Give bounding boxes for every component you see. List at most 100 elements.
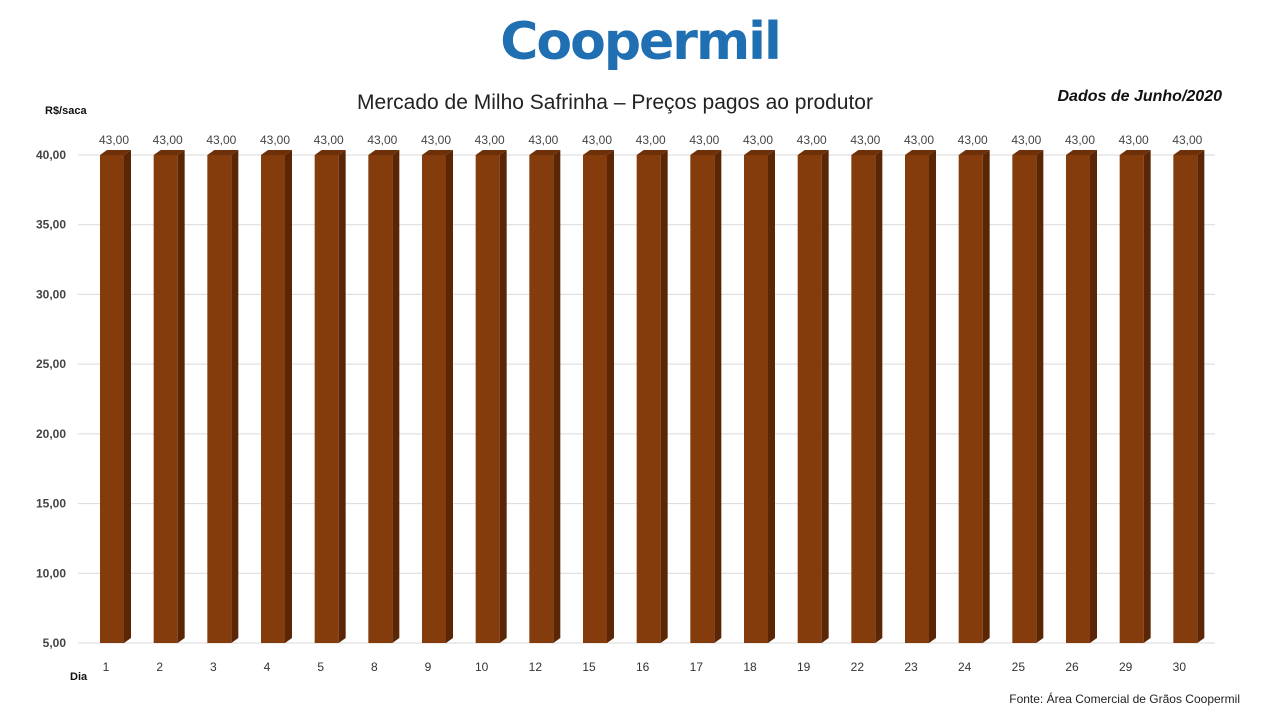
bar-top-face — [1012, 150, 1044, 155]
bar-front-face — [797, 155, 822, 643]
bars — [100, 150, 1205, 643]
x-category-label: 26 — [1065, 660, 1079, 674]
data-label: 43,00 — [99, 133, 129, 147]
data-label: 43,00 — [797, 133, 827, 147]
x-category-label: 12 — [529, 660, 543, 674]
bar-front-face — [1066, 155, 1090, 643]
bar-top-face — [153, 150, 185, 155]
bar-side-face — [338, 150, 346, 643]
data-label: 43,00 — [260, 133, 290, 147]
bar-side-face — [1143, 150, 1151, 643]
bar-front-face — [314, 155, 339, 643]
data-label: 43,00 — [636, 133, 666, 147]
x-category-label: 9 — [425, 660, 432, 674]
bar-side-face — [821, 150, 829, 643]
bar-front-face — [851, 155, 876, 643]
data-label: 43,00 — [528, 133, 558, 147]
bar-top-face — [261, 150, 292, 155]
x-axis-title: Dia — [70, 671, 88, 683]
x-category-label: 24 — [958, 660, 972, 674]
bar — [744, 150, 775, 643]
data-label: 43,00 — [958, 133, 988, 147]
bar-side-face — [875, 150, 883, 643]
bar-front-face — [368, 155, 393, 643]
bar-front-face — [475, 155, 500, 643]
x-category-label: 23 — [904, 660, 918, 674]
x-category-label: 1 — [103, 660, 110, 674]
data-label: 43,00 — [1119, 133, 1149, 147]
bar-top-face — [1066, 150, 1097, 155]
bar — [1066, 150, 1097, 643]
bar-top-face — [905, 150, 936, 155]
bar-front-face — [636, 155, 661, 643]
x-category-label: 19 — [797, 660, 811, 674]
period-note: Dados de Junho/2020 — [1057, 88, 1223, 105]
bar-side-face — [392, 150, 400, 643]
bar — [100, 150, 131, 643]
bar-front-face — [207, 155, 232, 643]
data-label: 43,00 — [689, 133, 719, 147]
bar-front-face — [100, 155, 124, 643]
y-tick-label: 10,00 — [36, 566, 66, 580]
bar — [797, 150, 829, 643]
bar-side-face — [660, 150, 668, 643]
bar — [475, 150, 507, 643]
bar — [636, 150, 668, 643]
chart-title: Mercado de Milho Safrinha – Preços pagos… — [357, 91, 873, 114]
x-category-label: 10 — [475, 660, 489, 674]
bar-front-face — [261, 155, 285, 643]
bar — [583, 150, 614, 643]
data-label: 43,00 — [153, 133, 183, 147]
bar-front-face — [1012, 155, 1037, 643]
bar-top-face — [475, 150, 507, 155]
data-label: 43,00 — [904, 133, 934, 147]
bar-side-face — [1090, 150, 1097, 643]
y-tick-label: 15,00 — [36, 497, 66, 511]
bar-side-face — [929, 150, 936, 643]
y-axis-title: R$/saca — [45, 105, 87, 117]
bar-front-face — [1119, 155, 1144, 643]
bar — [690, 150, 722, 643]
data-label: 43,00 — [850, 133, 880, 147]
bar-top-face — [797, 150, 829, 155]
bar-top-face — [529, 150, 561, 155]
data-label: 43,00 — [1065, 133, 1095, 147]
data-label: 43,00 — [475, 133, 505, 147]
bar-side-face — [982, 150, 990, 643]
bar-top-face — [851, 150, 883, 155]
bar-front-face — [422, 155, 446, 643]
bar — [207, 150, 239, 643]
y-tick-label: 25,00 — [36, 357, 66, 371]
bar-front-face — [153, 155, 178, 643]
data-label: 43,00 — [314, 133, 344, 147]
data-label: 43,00 — [743, 133, 773, 147]
bar-top-face — [207, 150, 239, 155]
bar — [529, 150, 561, 643]
bar-front-face — [905, 155, 929, 643]
bar-side-face — [1036, 150, 1044, 643]
bar-top-face — [422, 150, 453, 155]
bar-top-face — [1119, 150, 1151, 155]
data-label: 43,00 — [1011, 133, 1041, 147]
data-label: 43,00 — [582, 133, 612, 147]
data-labels: 43,00 43,00 43,00 43,00 43,00 43,00 43,00 43,00… — [99, 133, 1203, 147]
bar-side-face — [231, 150, 239, 643]
x-category-label: 30 — [1173, 660, 1187, 674]
data-label: 43,00 — [206, 133, 236, 147]
bar-side-face — [714, 150, 722, 643]
x-category-label: 25 — [1012, 660, 1026, 674]
data-label: 43,00 — [1172, 133, 1202, 147]
x-category-label: 15 — [582, 660, 596, 674]
bar-front-face — [1173, 155, 1198, 643]
bar-top-face — [314, 150, 346, 155]
bar-side-face — [768, 150, 775, 643]
source-note: Fonte: Área Comercial de Grãos Coopermil — [1009, 692, 1240, 706]
x-category-label: 29 — [1119, 660, 1133, 674]
bar-side-face — [446, 150, 453, 643]
x-category-label: 22 — [851, 660, 865, 674]
x-axis-categories: 1 2 3 4 5 8 9 10 12 15 16 17 18 19 22 23 24 25 26 29 30 — [103, 660, 1187, 674]
x-category-label: 8 — [371, 660, 378, 674]
y-tick-label: 35,00 — [36, 218, 66, 232]
y-tick-label: 20,00 — [36, 427, 66, 441]
